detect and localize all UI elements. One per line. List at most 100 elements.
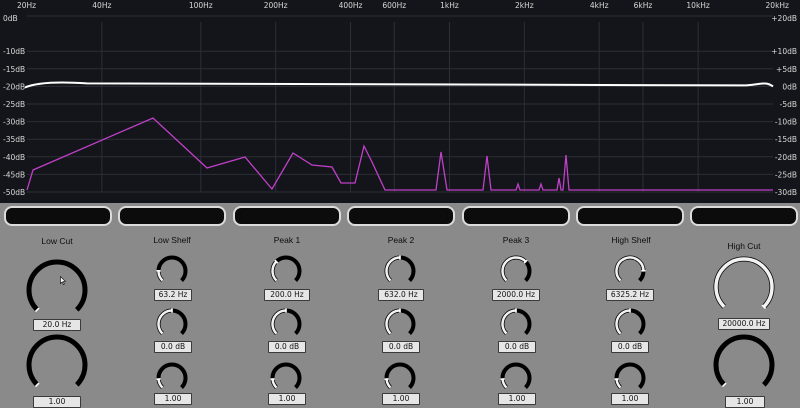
- knob-track: [384, 362, 416, 389]
- knob-track: [156, 255, 188, 282]
- freq-tick-label: 400Hz: [339, 1, 363, 10]
- high-cut-strip[interactable]: [690, 206, 798, 226]
- peak-2-strip[interactable]: [347, 206, 455, 226]
- peak-1-gain-knob[interactable]: [270, 308, 302, 340]
- high-cut-q-knob[interactable]: [713, 334, 775, 396]
- high-shelf-strip[interactable]: [576, 206, 684, 226]
- peak-2-title: Peak 2: [387, 235, 415, 245]
- db-tick-label-right: -20dB: [775, 153, 797, 162]
- knob-track: [713, 334, 775, 387]
- freq-tick-label: 10kHz: [686, 1, 710, 10]
- peak-2-gain-knob[interactable]: [384, 308, 416, 340]
- peak-1-strip[interactable]: [233, 206, 341, 226]
- knob-graphic: [270, 255, 302, 282]
- peak-2-freq-knob[interactable]: [384, 255, 416, 287]
- low-cut-q-value[interactable]: 1.00: [33, 396, 81, 408]
- knob-value-arc: [385, 256, 401, 282]
- high-cut-title: High Cut: [727, 241, 761, 251]
- knob-graphic: [26, 334, 88, 388]
- high-cut-q-value[interactable]: 1.00: [725, 396, 765, 408]
- low-shelf-q-value[interactable]: 1.00: [154, 393, 192, 405]
- high-shelf-freq-knob[interactable]: [614, 255, 646, 287]
- db-tick-label-left: -45dB: [3, 170, 25, 179]
- peak-1-q-value[interactable]: 1.00: [268, 393, 306, 405]
- knob-graphic: [500, 308, 532, 335]
- high-shelf-gain-value[interactable]: 0.0 dB: [611, 341, 649, 353]
- peak-2-q-value[interactable]: 1.00: [382, 393, 420, 405]
- low-shelf-strip[interactable]: [118, 206, 226, 226]
- low-cut-q-knob[interactable]: [26, 334, 88, 396]
- db-tick-label-left: -30dB: [3, 118, 25, 127]
- knob-track: [156, 362, 188, 389]
- low-shelf-q-knob[interactable]: [156, 362, 188, 394]
- freq-tick-label: 1kHz: [440, 1, 459, 10]
- knob-graphic: [384, 255, 416, 282]
- low-cut-freq-knob[interactable]: [26, 259, 88, 321]
- peak-3-title: Peak 3: [502, 235, 530, 245]
- knob-graphic: [713, 334, 775, 388]
- mouse-cursor-icon: [60, 276, 66, 285]
- knob-graphic: [26, 259, 88, 313]
- knob-graphic: [384, 308, 416, 335]
- knob-value-arc: [501, 256, 527, 282]
- knob-graphic: [270, 308, 302, 335]
- high-shelf-q-knob[interactable]: [614, 362, 646, 394]
- peak-3-q-knob[interactable]: [500, 362, 532, 394]
- freq-tick-label: 600Hz: [382, 1, 406, 10]
- knob-pointer: [34, 307, 40, 313]
- low-cut-band: Low Cut 20.0 Hz 1.00: [0, 226, 114, 408]
- analyzer-graph: 20Hz 40Hz 100Hz 200Hz 400Hz 600Hz 1kHz 2kHz 4kHz…: [3, 1, 797, 197]
- db-tick-label-right: -5dB: [780, 100, 797, 109]
- high-cut-freq-value[interactable]: 20000.0 Hz: [718, 318, 770, 330]
- knob-value-arc: [501, 309, 517, 335]
- peak-3-band: Peak 3 2000.0 Hz 0.0 dB 1.00: [458, 226, 574, 408]
- db-tick-label-right: -10dB: [775, 118, 797, 127]
- peak-3-gain-value[interactable]: 0.0 dB: [498, 341, 536, 353]
- db-tick-label-left: -35dB: [3, 135, 25, 144]
- knob-graphic: [156, 362, 188, 389]
- low-shelf-band: Low Shelf 63.2 Hz 0.0 dB 1.00: [114, 226, 230, 408]
- high-shelf-gain-knob[interactable]: [614, 308, 646, 340]
- peak-3-freq-value[interactable]: 2000.0 Hz: [492, 289, 540, 301]
- peak-2-q-knob[interactable]: [384, 362, 416, 394]
- high-shelf-freq-value[interactable]: 6325.2 Hz: [606, 289, 654, 301]
- high-shelf-band: High Shelf 6325.2 Hz 0.0 dB 1.00: [574, 226, 688, 408]
- frequency-response-curve: [24, 81, 774, 89]
- knob-pointer: [34, 382, 40, 388]
- peak-2-freq-value[interactable]: 632.0 Hz: [378, 289, 424, 301]
- high-shelf-q-value[interactable]: 1.00: [611, 393, 649, 405]
- low-shelf-freq-knob[interactable]: [156, 255, 188, 287]
- db-tick-label-left: -15dB: [3, 65, 25, 74]
- peak-1-q-knob[interactable]: [270, 362, 302, 394]
- peak-1-freq-knob[interactable]: [270, 255, 302, 287]
- db-tick-label-right: +10dB: [771, 47, 797, 56]
- high-cut-freq-knob[interactable]: [713, 256, 775, 318]
- freq-tick-label: 100Hz: [189, 1, 213, 10]
- peak-3-freq-knob[interactable]: [500, 255, 532, 287]
- db-tick-label-right: -15dB: [775, 135, 797, 144]
- low-shelf-gain-knob[interactable]: [156, 308, 188, 340]
- db-tick-label-left: -20dB: [3, 82, 25, 91]
- knob-graphic: [500, 255, 532, 282]
- knob-value-arc: [615, 256, 645, 282]
- freq-tick-label: 4kHz: [590, 1, 609, 10]
- knob-track: [500, 362, 532, 389]
- high-shelf-title: High Shelf: [611, 235, 651, 245]
- peak-3-q-value[interactable]: 1.00: [498, 393, 536, 405]
- knob-value-arc: [271, 309, 287, 335]
- peak-2-gain-value[interactable]: 0.0 dB: [382, 341, 420, 353]
- peak-1-gain-value[interactable]: 0.0 dB: [268, 341, 306, 353]
- low-cut-strip[interactable]: [4, 206, 112, 226]
- knob-graphic: [156, 308, 188, 335]
- db-tick-label-right: -30dB: [775, 188, 797, 197]
- low-shelf-gain-value[interactable]: 0.0 dB: [154, 341, 192, 353]
- low-shelf-freq-value[interactable]: 63.2 Hz: [154, 289, 192, 301]
- peak-3-gain-knob[interactable]: [500, 308, 532, 340]
- low-cut-freq-value[interactable]: 20.0 Hz: [33, 319, 81, 331]
- low-shelf-title: Low Shelf: [153, 235, 191, 245]
- knob-value-arc: [157, 309, 173, 335]
- peak-1-freq-value[interactable]: 200.0 Hz: [264, 289, 310, 301]
- peak-3-strip[interactable]: [462, 206, 570, 226]
- db-tick-label-left: -10dB: [3, 47, 25, 56]
- knob-graphic: [156, 255, 188, 282]
